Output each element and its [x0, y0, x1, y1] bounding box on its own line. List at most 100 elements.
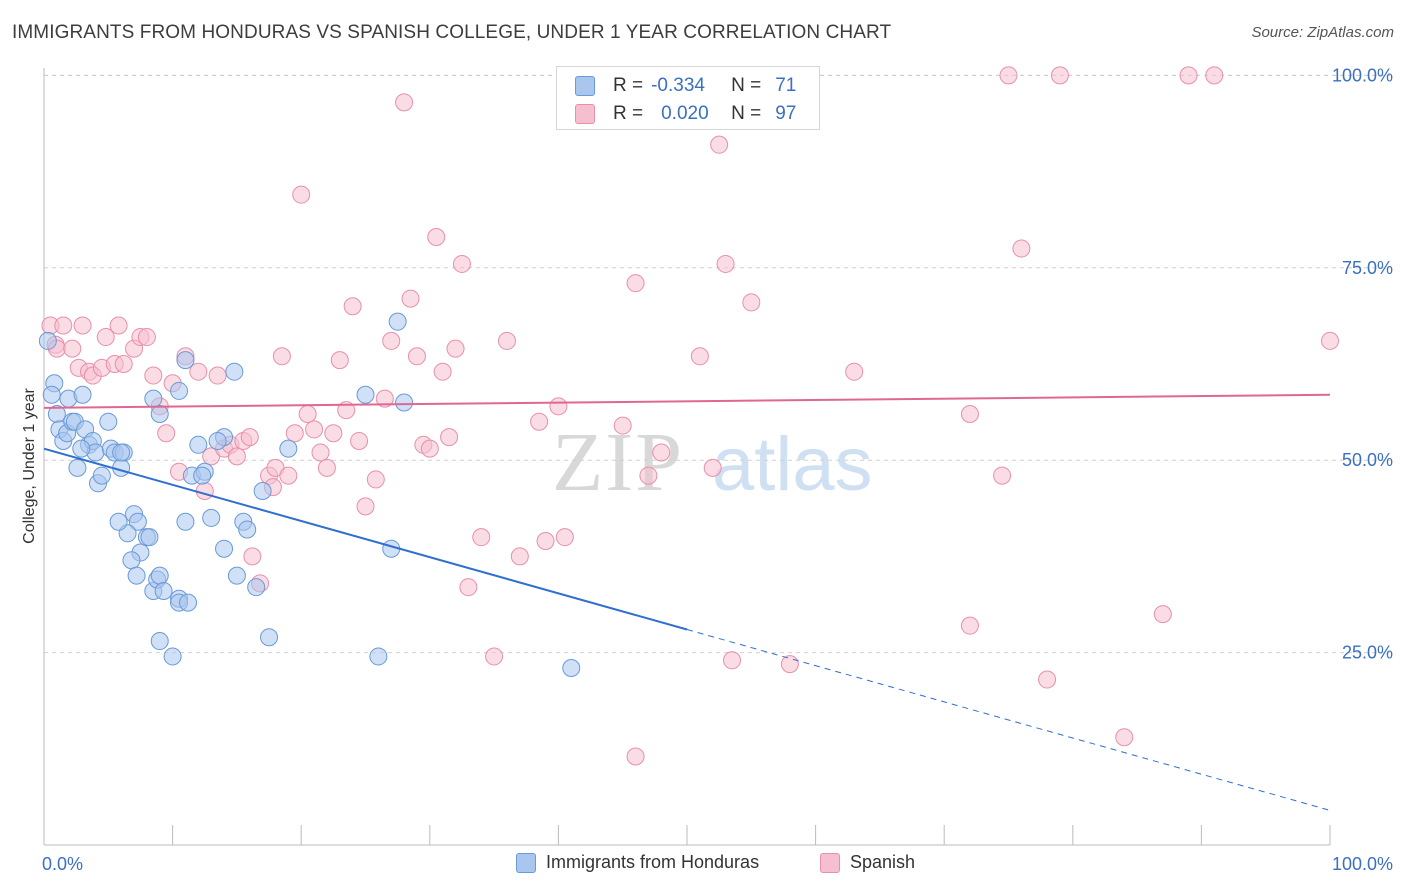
stats-r-label-blue: R = [613, 75, 644, 96]
spanish-point [485, 647, 504, 666]
spanish-point [1179, 66, 1198, 85]
spanish-point [366, 470, 385, 489]
spanish-point [375, 389, 394, 408]
honduras-point [122, 551, 141, 570]
spanish-point [54, 316, 73, 335]
spanish-point [652, 443, 671, 462]
legend-label-spanish: Spanish [850, 852, 916, 872]
spanish-point [459, 578, 478, 597]
spanish-point [337, 401, 356, 420]
honduras-trend-line [43, 447, 688, 631]
spanish-point [350, 431, 369, 450]
spanish-point [272, 347, 291, 366]
legend-item-honduras[interactable]: Immigrants from Honduras [516, 852, 759, 873]
honduras-point [279, 439, 298, 458]
honduras-point [253, 481, 272, 500]
honduras-point [140, 528, 159, 547]
spanish-point [395, 93, 414, 112]
stats-r-label-pink: R = [613, 103, 644, 124]
honduras-point [150, 405, 169, 424]
honduras-point [388, 312, 407, 331]
honduras-point [42, 385, 61, 404]
honduras-point [170, 381, 189, 400]
honduras-point [150, 566, 169, 585]
spanish-point [742, 293, 761, 312]
honduras-point [128, 512, 147, 531]
spanish-points [41, 66, 1339, 766]
honduras-point [38, 331, 57, 350]
spanish-point [227, 447, 246, 466]
spanish-point [189, 362, 208, 381]
y-tick-label: 50.0% [1342, 450, 1393, 470]
spanish-point [510, 547, 529, 566]
legend-item-spanish[interactable]: Spanish [820, 852, 915, 873]
spanish-point [382, 331, 401, 350]
spanish-point [960, 405, 979, 424]
spanish-point [114, 354, 133, 373]
spanish-point [420, 439, 439, 458]
stats-row-pink: R = 0.020 N = 97 [575, 101, 796, 127]
spanish-point [960, 616, 979, 635]
spanish-point [1050, 66, 1069, 85]
y-tick-label: 100.0% [1332, 65, 1393, 85]
source-label: Source: ZipAtlas.com [1251, 24, 1394, 41]
spanish-point [626, 274, 645, 293]
honduras-point [225, 362, 244, 381]
spanish-point [279, 466, 298, 485]
spanish-point [343, 297, 362, 316]
spanish-point [1038, 670, 1057, 689]
legend-label-honduras: Immigrants from Honduras [546, 852, 760, 872]
spanish-point [208, 366, 227, 385]
honduras-point [144, 389, 163, 408]
stats-legend: R = -0.334 N = 71 R = 0.020 N = 97 [556, 66, 820, 130]
spanish-point [1321, 331, 1339, 350]
spanish-point [298, 405, 317, 424]
honduras-point [163, 647, 182, 666]
y-tick-label: 25.0% [1342, 643, 1393, 663]
spanish-point [999, 66, 1018, 85]
y-axis-label-container: College, Under 1 year [4, 0, 44, 892]
honduras-point [189, 435, 208, 454]
chart-title: IMMIGRANTS FROM HONDURAS VS SPANISH COLL… [12, 22, 892, 43]
spanish-point [292, 185, 311, 204]
honduras-point [73, 385, 92, 404]
honduras-point [176, 512, 195, 531]
spanish-point [530, 412, 549, 431]
spanish-point [1012, 239, 1031, 258]
spanish-point [780, 655, 799, 674]
honduras-point [109, 512, 128, 531]
honduras-point [260, 628, 279, 647]
honduras-trend-extension [686, 629, 1331, 811]
x-tick-label: 0.0% [42, 854, 83, 874]
spanish-point [1115, 728, 1134, 747]
spanish-point [73, 316, 92, 335]
y-axis-label: College, Under 1 year [21, 388, 38, 544]
spanish-point [1153, 605, 1172, 624]
tick-labels: 25.0% 50.0% 75.0% 100.0% 0.0% 100.0% [42, 65, 1393, 874]
spanish-point [555, 528, 574, 547]
spanish-point [285, 424, 304, 443]
spanish-point [472, 528, 491, 547]
spanish-point [311, 443, 330, 462]
spanish-point [330, 351, 349, 370]
spanish-point [427, 228, 446, 247]
spanish-point [317, 458, 336, 477]
spanish-point [240, 428, 259, 447]
honduras-point [562, 658, 581, 677]
watermark-atlas: atlas [712, 422, 873, 507]
y-tick-label: 75.0% [1342, 258, 1393, 278]
honduras-point [72, 439, 91, 458]
spanish-point [63, 339, 82, 358]
spanish-point [536, 532, 555, 551]
trend-lines [43, 393, 1331, 811]
stats-n-label-pink: N = [731, 103, 762, 124]
spanish-point [324, 424, 343, 443]
honduras-point [176, 351, 195, 370]
honduras-point [395, 393, 414, 412]
stats-r-value-blue: -0.334 [651, 75, 705, 96]
spanish-point [1205, 66, 1224, 85]
honduras-point [68, 458, 87, 477]
honduras-point [208, 431, 227, 450]
legend-swatch-honduras [516, 852, 536, 873]
